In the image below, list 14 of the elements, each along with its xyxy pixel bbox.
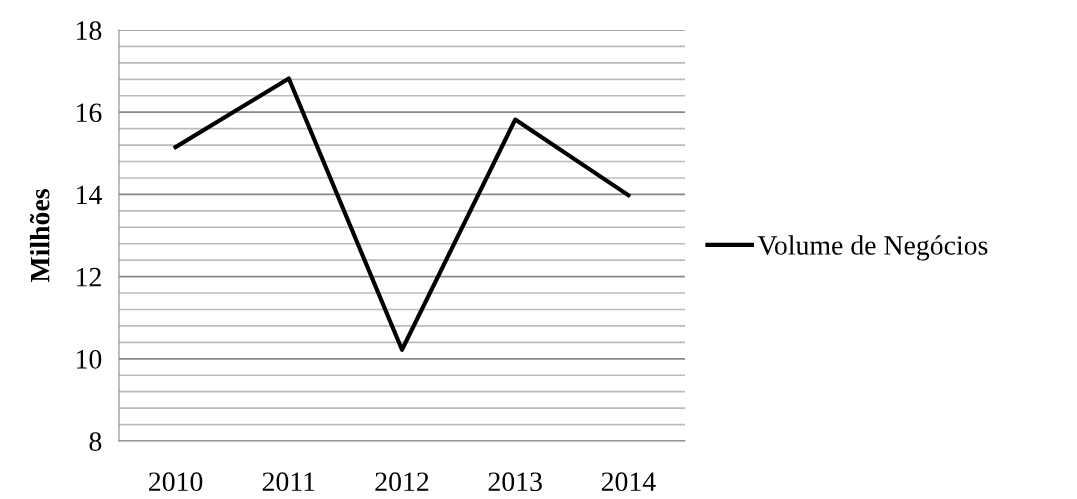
y-tick-label: 12 [77, 267, 101, 287]
x-tick-label: 2014 [601, 472, 656, 492]
x-tick-label: 2013 [488, 472, 542, 492]
y-tick-label: 8 [89, 432, 102, 451]
legend-label: Volume de Negócios [757, 235, 988, 261]
y-tick-label: 16 [77, 103, 102, 123]
y-tick-label: 10 [77, 349, 102, 369]
x-tick-label: 2011 [262, 472, 315, 492]
y-tick-label: 18 [77, 21, 102, 40]
y-tick-label: 14 [77, 185, 102, 205]
x-tick-label: 2010 [149, 472, 203, 492]
y-axis-title: Milhões [29, 189, 50, 283]
line-series [173, 76, 631, 352]
x-tick-label: 2012 [375, 472, 429, 492]
